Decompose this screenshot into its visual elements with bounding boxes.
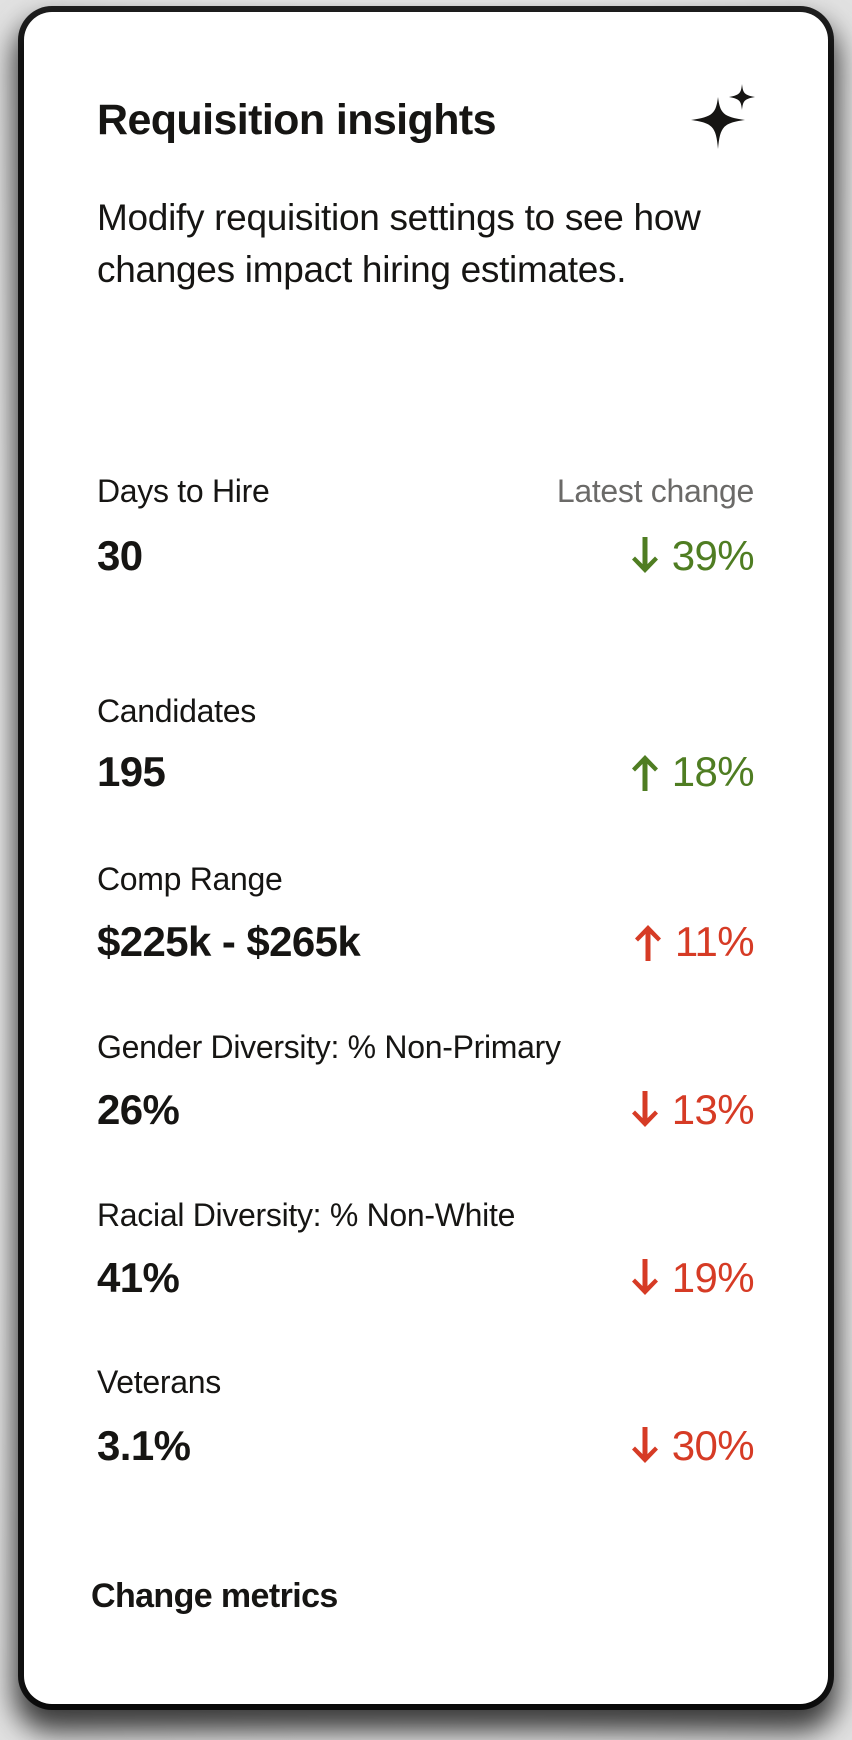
- metric-change-value: 18%: [671, 748, 755, 795]
- metric-label: Comp Range: [97, 861, 283, 897]
- metric-change: 18%: [631, 748, 755, 795]
- metric-label: Candidates: [97, 693, 256, 729]
- arrow-up-icon: [631, 755, 658, 791]
- metric-value: $225k - $265k: [97, 918, 361, 965]
- metric-change-value: 39%: [671, 532, 755, 579]
- card-description: Modify requisition settings to see how c…: [97, 197, 701, 290]
- metric-value: 41%: [97, 1254, 180, 1301]
- metric-change-value: 11%: [674, 918, 755, 965]
- card-title: Requisition insights: [97, 96, 497, 144]
- metric-value: 3.1%: [97, 1422, 191, 1469]
- metric-label: Days to Hire: [97, 473, 270, 509]
- arrow-down-icon: [631, 1091, 658, 1127]
- arrow-down-icon: [631, 1259, 658, 1295]
- change-metrics-button[interactable]: Change metrics: [91, 1577, 338, 1615]
- metric-change-value: 30%: [671, 1422, 755, 1469]
- metric-label: Veterans: [97, 1364, 221, 1400]
- metric-change: 11%: [634, 918, 755, 965]
- sparkle-icon: [691, 84, 755, 149]
- requisition-insights-card: [24, 12, 828, 1704]
- arrow-down-icon: [631, 537, 658, 573]
- arrow-up-icon: [634, 925, 661, 961]
- metric-change-value: 13%: [671, 1086, 755, 1133]
- metric-change: 13%: [631, 1086, 755, 1133]
- metric-change: 30%: [631, 1422, 755, 1469]
- latest-change-header: Latest change: [556, 473, 754, 509]
- metric-label: Racial Diversity: % Non-White: [97, 1197, 516, 1233]
- arrow-down-icon: [631, 1427, 658, 1463]
- metric-value: 195: [97, 748, 166, 795]
- metric-value: 26%: [97, 1086, 180, 1133]
- metric-change: 19%: [631, 1254, 755, 1301]
- metric-value: 30: [97, 532, 143, 579]
- metric-change: 39%: [631, 532, 755, 579]
- metric-change-value: 19%: [671, 1254, 755, 1301]
- metric-label: Gender Diversity: % Non-Primary: [97, 1029, 561, 1065]
